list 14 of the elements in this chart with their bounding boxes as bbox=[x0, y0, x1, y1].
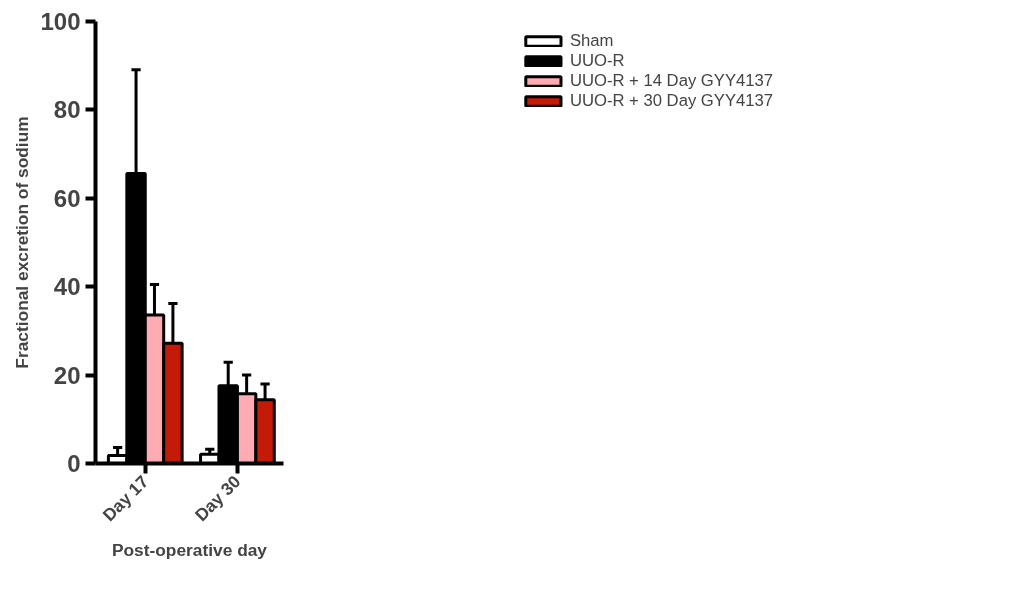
x-tick-label: Day 30 bbox=[190, 471, 245, 526]
legend-label: UUO-R + 14 Day GYY4137 bbox=[569, 71, 774, 91]
y-axis-title: Fractional excretion of sodium bbox=[12, 116, 33, 369]
legend-label: UUO-R bbox=[569, 51, 625, 71]
y-tick-label: 20 bbox=[53, 361, 81, 389]
x-axis-title: Post-operative day bbox=[111, 540, 268, 561]
legend-label: UUO-R + 30 Day GYY4137 bbox=[569, 91, 774, 111]
y-tick-label: 0 bbox=[67, 450, 81, 477]
legend-label: Sham bbox=[569, 31, 614, 51]
y-tick-label: 80 bbox=[53, 96, 81, 124]
y-tick-label: 40 bbox=[53, 273, 81, 301]
x-tick-label: Day 17 bbox=[98, 471, 153, 526]
y-tick-label: 60 bbox=[53, 184, 81, 212]
y-tick-label: 100 bbox=[40, 8, 81, 35]
